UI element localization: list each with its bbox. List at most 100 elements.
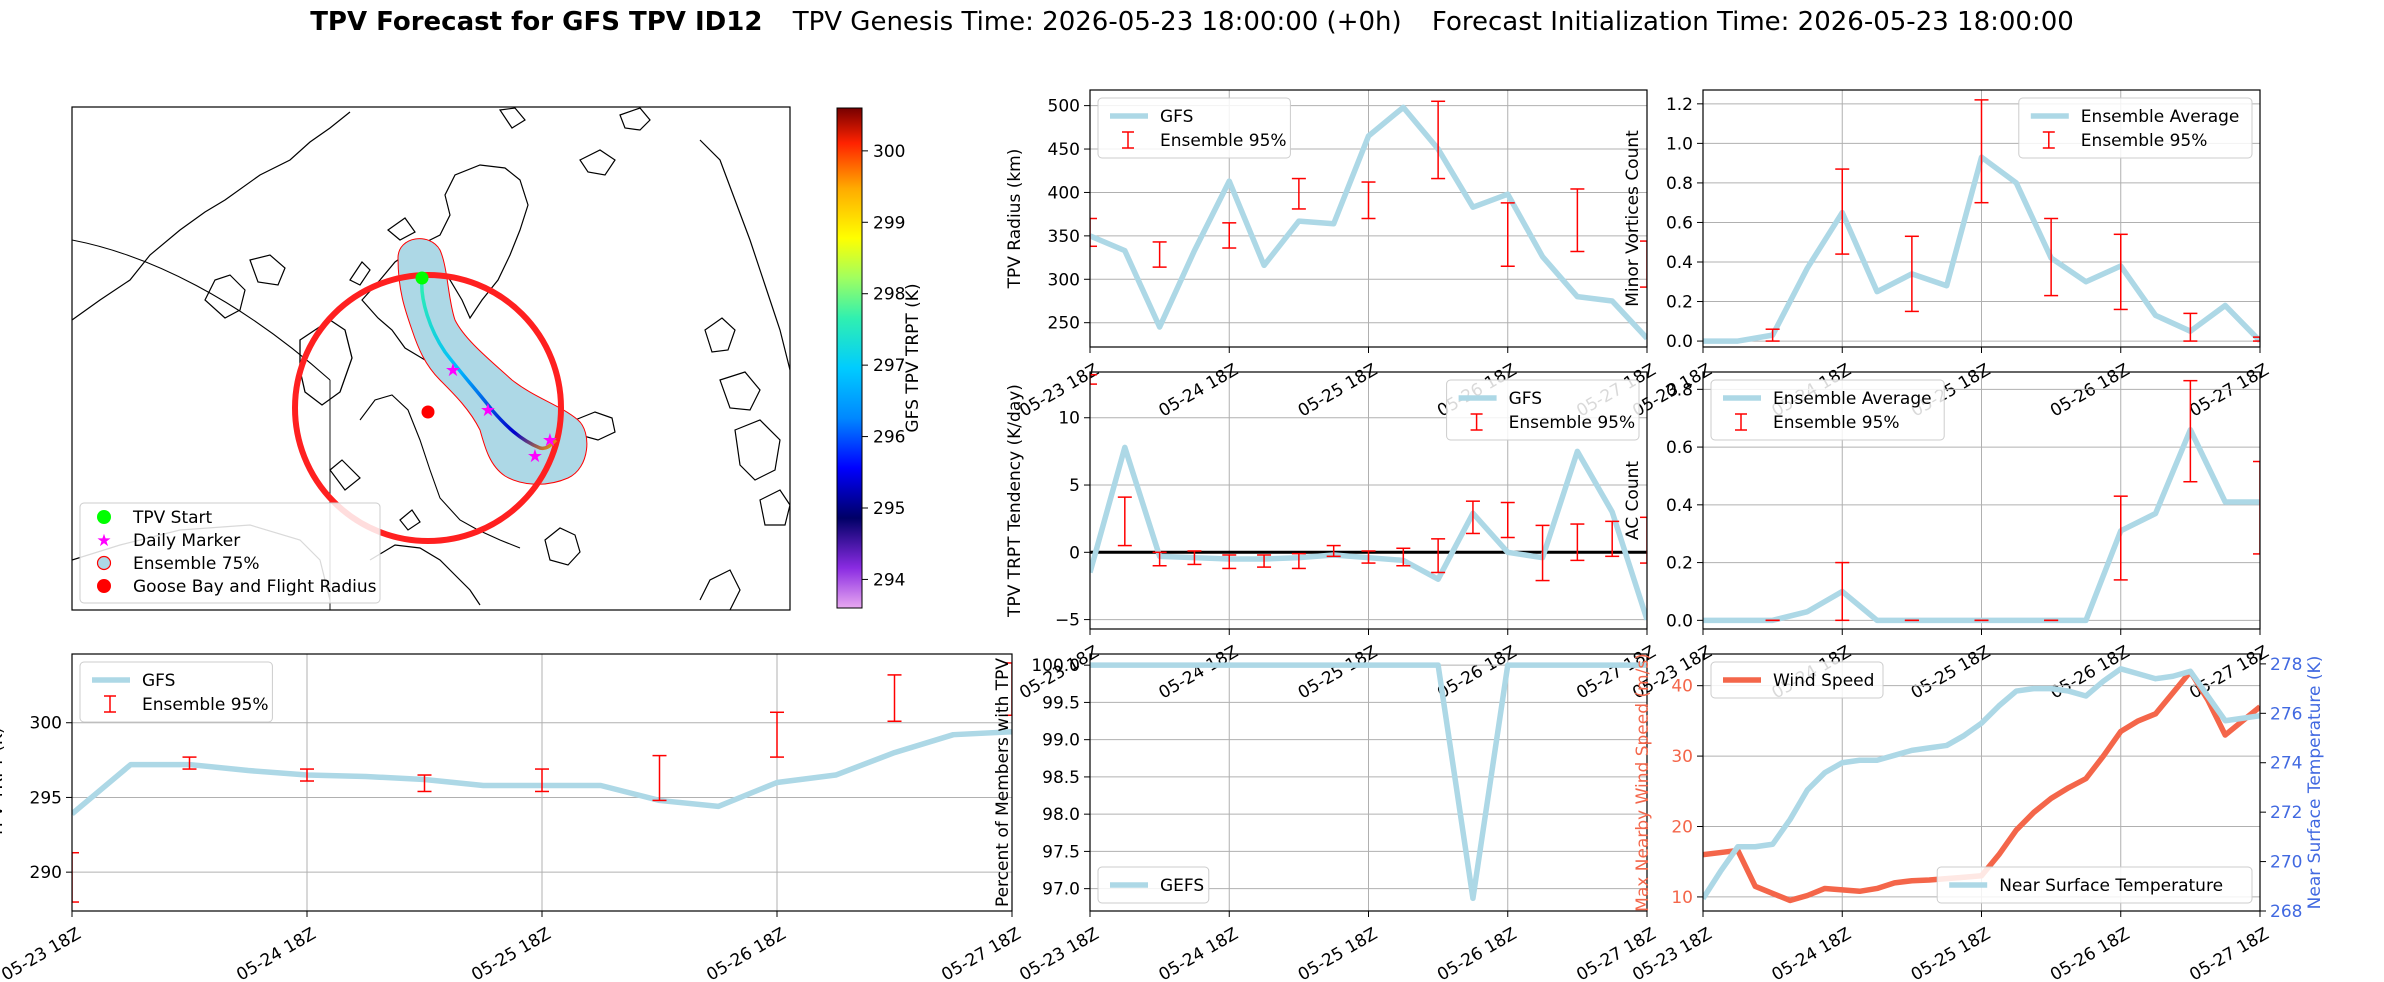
colorbar-tick-label: 297 <box>873 356 905 376</box>
x-tick-label: 05-26 18Z <box>703 924 789 982</box>
daily-marker-star: ★ <box>542 430 558 451</box>
y-tick-label: 300 <box>30 714 62 734</box>
legend-label: Ensemble 95% <box>1160 131 1287 151</box>
y-right-tick-label: 268 <box>2270 902 2302 922</box>
error-bar <box>1152 551 1167 567</box>
error-bar <box>1361 550 1376 564</box>
map-legend: TPV Start ★ Daily Marker Ensemble 75% Go… <box>79 502 381 604</box>
legend-label: Ensemble 95% <box>1773 413 1900 433</box>
error-bar <box>1431 538 1446 574</box>
series-line-gefs <box>1090 662 1647 902</box>
legend-label: Wind Speed <box>1773 671 1874 691</box>
colorbar-ticks: 294 295 296 297 298 299 300 <box>862 142 905 590</box>
magenta-star-icon: ★ <box>96 531 111 551</box>
x-tick-label: 05-27 18Z <box>2186 924 2272 982</box>
colorbar-tick-label: 299 <box>873 213 905 233</box>
y-tick-label: 1.2 <box>1666 95 1693 115</box>
y-tick-label: 0.2 <box>1666 554 1693 574</box>
axes-frame <box>1702 89 2261 348</box>
daily-marker-star: ★ <box>445 360 461 381</box>
x-tick-label: 05-27 18Z <box>938 924 1024 982</box>
error-bar <box>1570 523 1585 562</box>
series-line-near-surface-temperature <box>1703 666 2260 901</box>
y-tick-label: 500 <box>1048 97 1080 117</box>
error-bar <box>1974 99 1989 204</box>
y-tick-label: 0.0 <box>1666 332 1693 352</box>
error-bar <box>1835 561 1850 622</box>
error-bar <box>652 754 667 802</box>
x-tick-label: 05-25 18Z <box>1908 924 1994 982</box>
errorbar-legend-icon <box>1470 413 1483 431</box>
error-bar <box>887 674 902 722</box>
x-tick-label: 05-24 18Z <box>1768 924 1854 982</box>
y-tick-label: 97.0 <box>1042 880 1080 900</box>
y-tick-label: 5 <box>1069 476 1080 496</box>
y-right-tick-label: 274 <box>2270 754 2302 774</box>
x-tick-label: 05-25 18Z <box>468 924 554 982</box>
legend-label: Near Surface Temperature <box>1999 876 2223 896</box>
legend: GFS Ensemble 95% <box>1446 379 1640 441</box>
error-bar <box>1431 100 1446 180</box>
map-legend-label: TPV Start <box>132 508 213 528</box>
y-axis-label: TPV TRPT Tendency (K/day) <box>1005 384 1025 618</box>
y-tick-label: 0.8 <box>1666 380 1693 400</box>
error-bar <box>1257 554 1272 568</box>
y-tick-label: 0.6 <box>1666 213 1693 233</box>
colorbar: 294 295 296 297 298 299 300 GFS TPV TRPT (K) <box>836 107 923 609</box>
y-tick-label: 290 <box>30 863 62 883</box>
ensemble-circle-icon <box>96 555 112 571</box>
y-tick-label: 0 <box>1069 543 1080 563</box>
legend: Near Surface Temperature <box>1936 866 2253 904</box>
legend-label: GFS <box>142 671 175 691</box>
y-tick-label: 100.0 <box>1031 656 1080 676</box>
y-axis-label: Max Nearby Wind Speed (m/s) <box>1633 653 1653 912</box>
error-bar <box>2183 379 2198 483</box>
error-bar <box>2253 336 2260 342</box>
y-tick-label: 400 <box>1048 183 1080 203</box>
errorbar-legend-icon <box>1735 413 1747 431</box>
error-bar <box>72 851 79 903</box>
y-tick-label: 300 <box>1048 270 1080 290</box>
error-bar <box>1570 188 1585 253</box>
y-axis-label: Percent of Members with TPV <box>993 658 1013 907</box>
ensemble-75-region <box>397 238 588 485</box>
error-bar <box>2113 495 2128 581</box>
legend-label: GEFS <box>1160 876 1204 896</box>
colorbar-label: GFS TPV TRPT (K) <box>903 283 923 432</box>
y-right-axis-label: Near Surface Temperature (K) <box>2305 656 2325 910</box>
errorbar-legend-icon <box>1122 131 1134 149</box>
y-tick-label: 0.4 <box>1666 496 1693 516</box>
error-bar <box>1465 500 1480 535</box>
error-bar <box>1535 524 1550 582</box>
legend: GFS Ensemble 95% <box>79 661 273 723</box>
error-bar <box>2183 312 2198 342</box>
chart-members: 05-23 18Z 05-24 18Z 05-25 18Z 05-26 18Z 05-2… <box>993 653 1660 982</box>
y-right-tick-label: 276 <box>2270 704 2302 724</box>
y-tick-label: 10 <box>1058 409 1080 429</box>
x-tick-label: 05-24 18Z <box>1155 924 1241 982</box>
y-axis-label: Minor Vortices Count <box>1623 130 1643 307</box>
y-tick-label: 98.5 <box>1042 768 1080 788</box>
title-genesis: TPV Genesis Time: 2026-05-23 18:00:00 (+… <box>792 7 1402 37</box>
title-bold: TPV Forecast for GFS TPV ID12 <box>310 7 762 37</box>
error-bar <box>1005 662 1012 717</box>
x-tick-label: 05-26 18Z <box>1434 924 1520 982</box>
axes-frame <box>1089 653 1648 912</box>
error-bar <box>2253 460 2260 555</box>
y-tick-label: 0.2 <box>1666 293 1693 313</box>
axes-frame <box>1702 371 2261 630</box>
y-tick-label: 98.0 <box>1042 805 1080 825</box>
colorbar-tick-label: 294 <box>873 570 905 590</box>
legend-label: GFS <box>1509 389 1542 409</box>
y-tick-label: 0.8 <box>1666 174 1693 194</box>
axes-frame <box>1702 653 2261 912</box>
y-tick-label: 10 <box>1671 888 1693 908</box>
y-tick-label: 450 <box>1048 140 1080 160</box>
map-frame <box>71 106 791 611</box>
error-bar <box>535 768 549 793</box>
figure-title: TPV Forecast for GFS TPV ID12 TPV Genesi… <box>310 7 2074 37</box>
y-axis-label: AC Count <box>1623 461 1643 540</box>
legend-label: Ensemble 95% <box>2081 131 2208 151</box>
error-bar <box>1605 520 1620 558</box>
error-bar <box>1835 168 1850 255</box>
